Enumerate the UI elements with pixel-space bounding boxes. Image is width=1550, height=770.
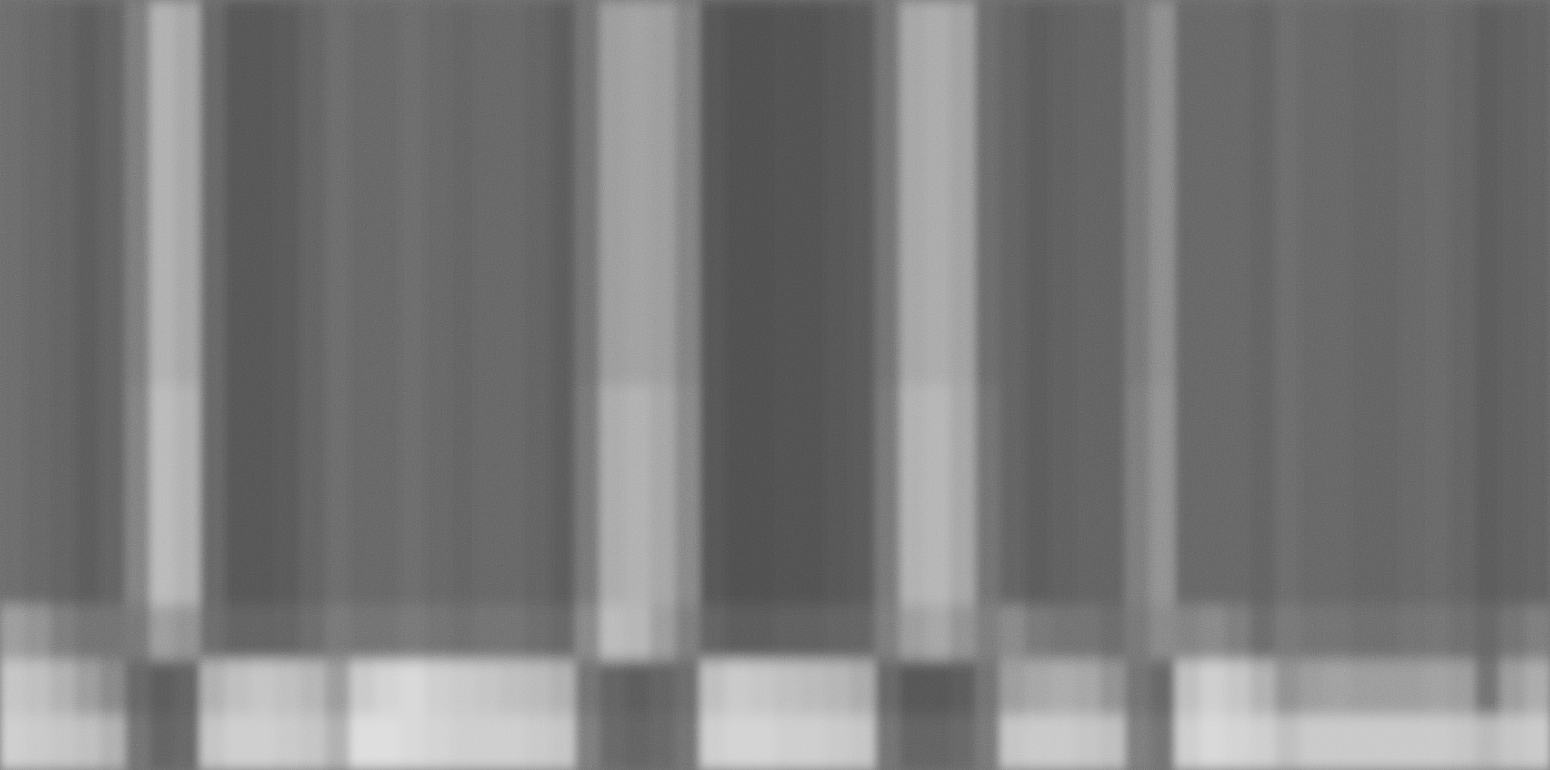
plot-area <box>0 0 1550 770</box>
cells <box>0 0 1550 770</box>
noise-texture <box>0 0 1550 770</box>
chart <box>0 0 1550 770</box>
